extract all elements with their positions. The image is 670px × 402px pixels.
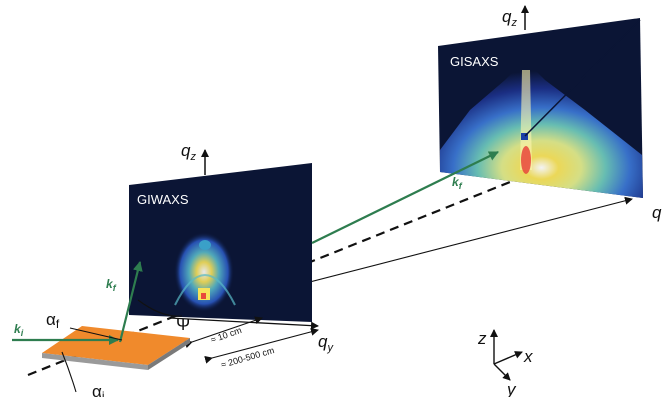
giwaxs-kf-label: kf [106,277,117,293]
axis-y-label: y [506,380,517,397]
axis-x-label: x [523,347,533,366]
gisaxs-exit-beam [311,151,499,244]
axis-z-label: z [477,329,487,348]
beamstop-marker [521,133,528,140]
coordinate-axes: z x y [477,329,533,399]
ki-label: ki [14,322,24,338]
gisaxs-qz-label: qz [502,7,517,29]
gisaxs-qy-label: q [652,203,662,222]
near-distance-label: ≈ 10 cm [209,325,242,345]
sample-substrate [42,326,190,370]
alpha-i-label: αi [92,382,105,397]
giwaxs-qy-label: qy [318,332,334,354]
giwaxs-label: GIWAXS [137,192,189,207]
giwaxs-exit-beam [118,261,143,343]
gisaxs-kf-label: kf [452,175,463,191]
giwaxs-detector: GIWAXS [129,163,312,322]
giwaxs-qz-label: qz [181,141,196,163]
psi-label: Ψ [176,315,190,334]
gisaxs-label: GISAXS [450,54,499,69]
far-distance-arrow [204,327,319,364]
alpha-f-label: αf [46,310,60,331]
alpha-f-arc [69,327,123,341]
gisaxs-detector: GISAXS [438,18,643,198]
psi-arc [137,299,183,317]
alpha-i-arc [61,351,77,393]
